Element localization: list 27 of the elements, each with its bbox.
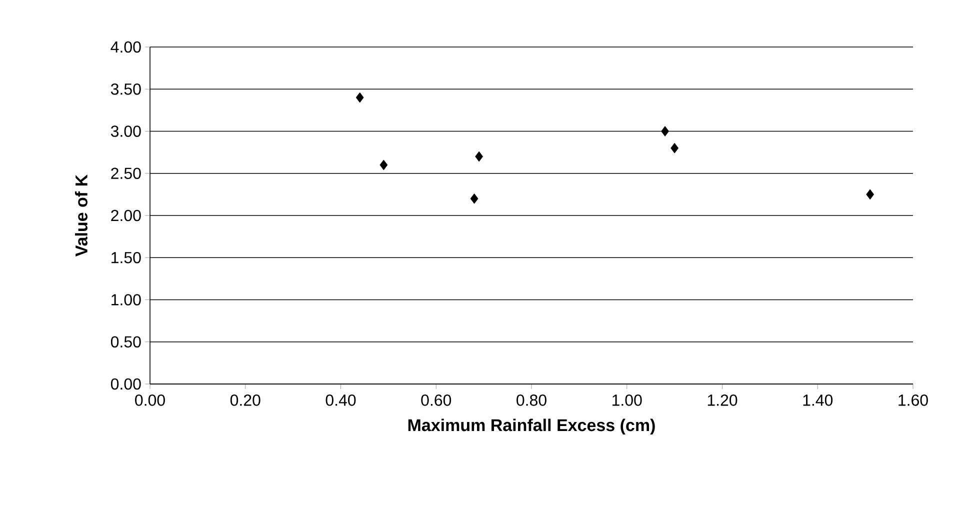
x-tick-label: 0.40 [326, 394, 356, 406]
y-tick-label: 3.00 [110, 126, 141, 137]
x-tick-label: 0.60 [421, 394, 452, 406]
x-tick-label: 1.60 [898, 394, 928, 406]
y-tick-label: 4.00 [110, 41, 141, 53]
y-tick-label: 3.50 [110, 83, 141, 95]
point [670, 142, 679, 154]
point [866, 189, 874, 200]
x-tick-label: 0.80 [516, 394, 546, 406]
x-tick-label: 0.00 [135, 394, 165, 406]
y-tick-label: 1.50 [112, 252, 141, 264]
point [356, 92, 364, 103]
point [475, 151, 483, 162]
x-axis-title: Maximum Rainfall Excess (cm) [408, 418, 655, 435]
y-axis-title: Value of K [74, 174, 88, 256]
point [380, 160, 388, 170]
y-tick-label: 0.00 [110, 378, 141, 390]
x-tick-label: 1.20 [708, 394, 738, 406]
y-tick-label: 1.00 [112, 294, 141, 306]
x-tick-label: 1.40 [803, 394, 833, 406]
point [661, 126, 669, 136]
x-tick-label: 1.00 [612, 394, 642, 406]
y-tick-label: 2.00 [111, 210, 141, 222]
y-tick-label: 2.50 [111, 168, 141, 180]
x-tick-label: 0.20 [230, 394, 260, 406]
point [470, 193, 478, 204]
y-tick-label: 0.50 [110, 336, 141, 348]
